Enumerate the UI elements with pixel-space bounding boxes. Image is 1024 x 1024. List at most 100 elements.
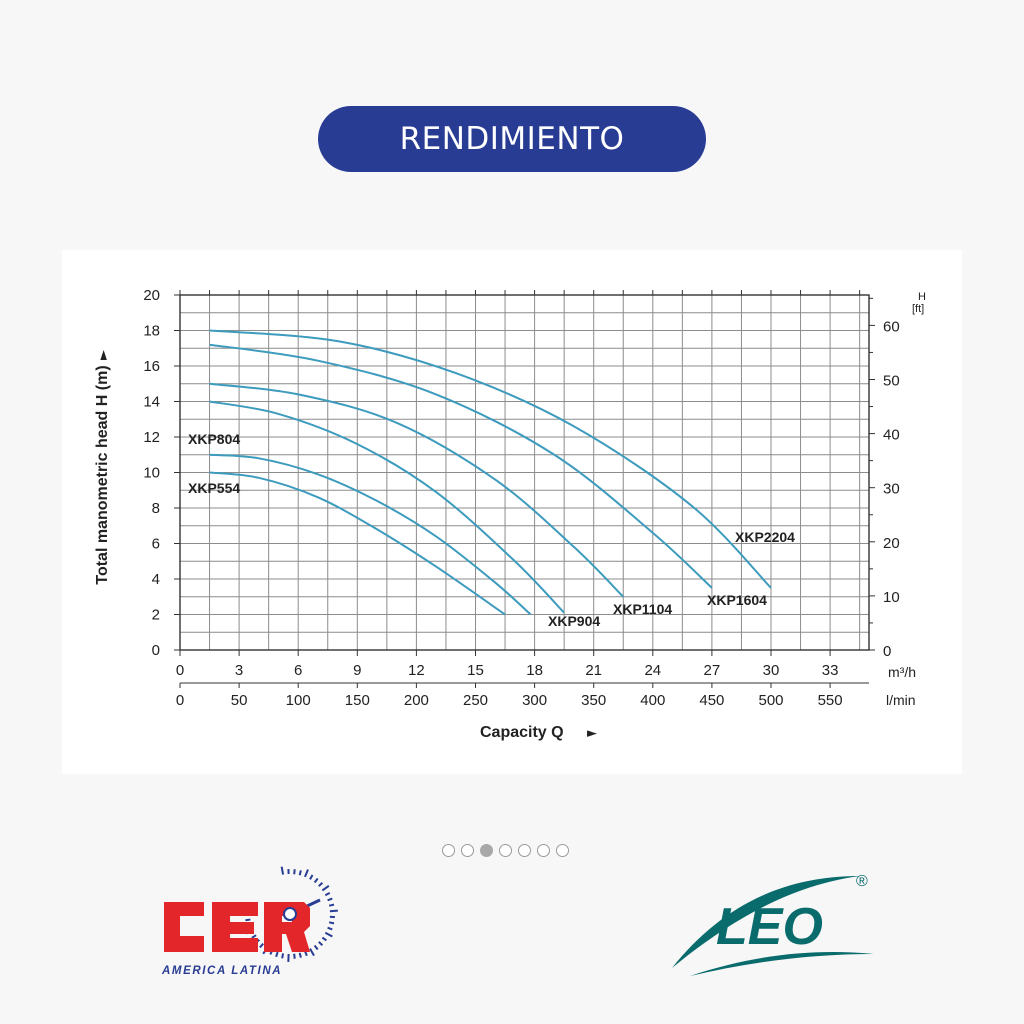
gauge-tick bbox=[318, 941, 324, 946]
gauge-tick bbox=[259, 943, 264, 949]
gauge-tick bbox=[280, 866, 285, 875]
gauge-tick bbox=[321, 884, 330, 892]
gauge-tick bbox=[281, 953, 285, 959]
x-tick-label: 12 bbox=[408, 662, 425, 679]
x2-tick-label: 150 bbox=[345, 692, 370, 709]
leo-logo: LEO ® bbox=[672, 873, 874, 976]
gauge-tick bbox=[321, 936, 327, 942]
y-tick-label: 18 bbox=[143, 323, 160, 340]
carousel-dot[interactable] bbox=[556, 844, 569, 857]
logo-subtitle: AMERICA LATINA bbox=[161, 965, 282, 977]
gauge-tick bbox=[304, 869, 309, 878]
leo-swoosh-bottom bbox=[690, 952, 874, 976]
y-tick-label: 6 bbox=[152, 536, 160, 553]
x-tick-label: 15 bbox=[467, 662, 484, 679]
gauge-tick bbox=[298, 952, 302, 958]
x-tick-label: 30 bbox=[763, 662, 780, 679]
series-line bbox=[209, 343, 713, 589]
gauge-tick bbox=[309, 874, 314, 880]
gauge-ticks bbox=[245, 866, 338, 963]
carousel-dot[interactable] bbox=[480, 844, 493, 857]
y-tick-label: 2 bbox=[152, 607, 160, 624]
carousel-dot[interactable] bbox=[499, 844, 512, 857]
y-tick-label: 12 bbox=[143, 429, 160, 446]
x2-tick-label: 550 bbox=[818, 692, 843, 709]
x-tick-label: 24 bbox=[644, 662, 661, 679]
y-tick-label: 14 bbox=[143, 394, 160, 411]
y-tick-label: 20 bbox=[143, 287, 160, 304]
x2-tick-label: 350 bbox=[581, 692, 606, 709]
y2-tick-label: 40 bbox=[883, 427, 900, 444]
carousel-dot[interactable] bbox=[461, 844, 474, 857]
carousel-dot[interactable] bbox=[442, 844, 455, 857]
gauge-tick bbox=[251, 934, 257, 939]
y2-tick-label: 50 bbox=[883, 372, 900, 389]
series-line bbox=[209, 471, 506, 616]
logo-letter-e bbox=[212, 902, 258, 952]
y2-tick-label: 20 bbox=[883, 535, 900, 552]
y2-tick-label: 30 bbox=[883, 481, 900, 498]
x-tick-label: 33 bbox=[822, 662, 839, 679]
y-axis-arrow: ► bbox=[96, 350, 111, 360]
y-tick-label: 8 bbox=[152, 500, 160, 517]
x2-tick-label: 200 bbox=[404, 692, 429, 709]
y2-title: H bbox=[918, 291, 926, 303]
x2-tick-label: 100 bbox=[286, 692, 311, 709]
x-unit: m³/h bbox=[888, 664, 916, 680]
x-tick-label: 27 bbox=[704, 662, 721, 679]
carousel-dot[interactable] bbox=[518, 844, 531, 857]
y-tick-label: 10 bbox=[143, 465, 160, 482]
y2-tick-label: 0 bbox=[883, 643, 891, 660]
gauge-tick bbox=[329, 909, 338, 913]
series-label: XKP1604 bbox=[707, 592, 767, 608]
x2-tick-label: 300 bbox=[522, 692, 547, 709]
gauge-tick bbox=[328, 903, 335, 907]
x-axis-title: Capacity Q bbox=[480, 724, 564, 741]
carousel-dot[interactable] bbox=[537, 844, 550, 857]
y2-unit: [ft] bbox=[912, 303, 924, 315]
x-tick-label: 3 bbox=[235, 662, 243, 679]
carousel-pagination bbox=[442, 844, 569, 857]
x2-tick-label: 50 bbox=[231, 692, 248, 709]
gauge-tick bbox=[293, 869, 296, 875]
leo-swoosh-top bbox=[672, 876, 860, 968]
cer-logo: AMERICA LATINA bbox=[161, 866, 338, 977]
leo-logo-text: LEO bbox=[716, 898, 823, 956]
x2-tick-label: 400 bbox=[640, 692, 665, 709]
x2-tick-label: 500 bbox=[758, 692, 783, 709]
gauge-tick bbox=[298, 870, 302, 876]
gauge-tick bbox=[328, 921, 335, 925]
series-line bbox=[209, 382, 624, 598]
y-tick-label: 16 bbox=[143, 358, 160, 375]
series-label: XKP1104 bbox=[613, 601, 672, 617]
y-axis-title: Total manometric head H (m) bbox=[94, 365, 111, 584]
gauge-tick bbox=[324, 931, 333, 938]
gauge-tick bbox=[275, 951, 279, 958]
x-axis-arrow: ► bbox=[587, 726, 597, 741]
x2-tick-label: 250 bbox=[463, 692, 488, 709]
series-line bbox=[209, 329, 772, 589]
x2-unit: l/min bbox=[886, 692, 916, 708]
x-tick-label: 9 bbox=[353, 662, 361, 679]
registered-mark: ® bbox=[856, 873, 868, 890]
page-title: RENDIMIENTO bbox=[318, 106, 706, 172]
x-tick-label: 6 bbox=[294, 662, 302, 679]
performance-chart: 0 2 4 6 8 10 12 14 16 18 20 0 10 20 30 40 50 60 H [ft] 0 3 6 9 1… bbox=[62, 250, 962, 774]
gauge-tick bbox=[327, 897, 333, 902]
y2-tick-label: 60 bbox=[883, 318, 900, 335]
y2-tick-label: 10 bbox=[883, 589, 900, 606]
y-tick-label: 0 bbox=[152, 642, 160, 659]
x2-tick-label: 0 bbox=[176, 692, 184, 709]
x2-tick-label: 450 bbox=[699, 692, 724, 709]
x-tick-label: 0 bbox=[176, 662, 184, 679]
x-tick-label: 21 bbox=[585, 662, 602, 679]
gauge-tick bbox=[318, 882, 324, 887]
series-label: XKP2204 bbox=[735, 529, 795, 545]
gauge-tick bbox=[313, 877, 319, 884]
series-label: XKP554 bbox=[188, 480, 240, 496]
y-tick-label: 4 bbox=[152, 571, 160, 588]
series-label: XKP804 bbox=[188, 431, 240, 447]
gauge-tick bbox=[324, 891, 331, 897]
gauge-tick bbox=[313, 944, 319, 951]
